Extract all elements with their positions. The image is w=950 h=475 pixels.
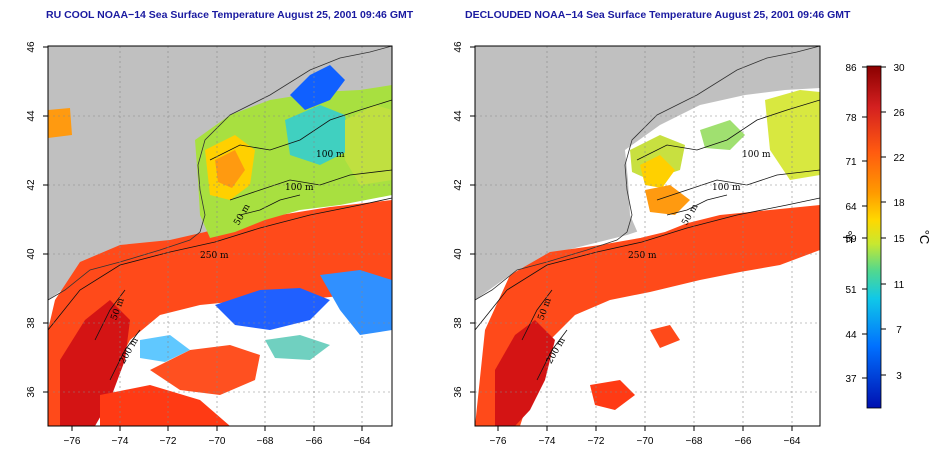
- contour-200m-south: [536, 329, 568, 381]
- x-tick-label: −66: [306, 436, 323, 447]
- x-tick-label: −72: [160, 436, 177, 447]
- bay-of-fundy-blue: [290, 65, 345, 110]
- south-warm-patch-2: [650, 325, 680, 348]
- celsius-tick: 3: [896, 371, 902, 382]
- temperature-colorbar: [866, 65, 882, 409]
- fahrenheit-tick: 78: [845, 113, 857, 124]
- contour-250m: [48, 197, 392, 331]
- celsius-tick: 18: [893, 198, 905, 209]
- colorbar-ticks: [862, 66, 886, 379]
- y-tick-label: 42: [453, 179, 464, 191]
- contour-250m: [475, 197, 820, 331]
- x-tick-label: −68: [257, 436, 274, 447]
- shelf-green-2: [700, 120, 745, 150]
- fahrenheit-tick: 64: [845, 202, 857, 213]
- contour-50m: [239, 194, 301, 216]
- fahrenheit-unit-label: °F: [840, 230, 855, 243]
- celsius-unit-label: °C: [917, 230, 932, 245]
- celsius-tick: 15: [893, 234, 905, 245]
- left-y-axis: [43, 46, 48, 393]
- y-tick-label: 44: [26, 110, 37, 122]
- y-tick-label: 36: [26, 386, 37, 398]
- south-warm-patch-2: [100, 385, 230, 426]
- x-tick-label: −72: [588, 436, 605, 447]
- celsius-tick: 11: [894, 280, 905, 291]
- fahrenheit-tick: 71: [845, 157, 857, 168]
- shelf-orange: [215, 150, 245, 188]
- x-tick-label: −74: [112, 436, 129, 447]
- celsius-tick: 22: [893, 153, 905, 164]
- gulf-stream-warm: [48, 200, 392, 426]
- x-tick-label: −68: [686, 436, 703, 447]
- y-tick-label: 40: [26, 248, 37, 260]
- left-x-axis: [71, 426, 363, 431]
- graticule: [48, 46, 392, 426]
- coastline: [475, 46, 820, 301]
- y-tick-label: 36: [453, 386, 464, 398]
- y-tick-label: 38: [453, 317, 464, 329]
- x-tick-label: −70: [209, 436, 226, 447]
- right-y-axis: [470, 46, 475, 393]
- contour-label: 250 m: [628, 251, 657, 261]
- fahrenheit-tick: 86: [845, 63, 857, 74]
- celsius-tick: 7: [896, 325, 902, 336]
- fahrenheit-tick: 44: [845, 330, 857, 341]
- fahrenheit-tick: 59: [845, 234, 857, 245]
- right-x-axis: [497, 426, 793, 431]
- contour-200m-south: [109, 329, 141, 381]
- cold-patch-1: [215, 288, 330, 330]
- y-tick-label: 42: [26, 179, 37, 191]
- cold-patch-3: [140, 335, 190, 362]
- right-panel-title: DECLOUDED NOAA−14 Sea Surface Temperatur…: [465, 9, 851, 21]
- contour-label: 100 m: [285, 183, 314, 193]
- graticule: [475, 46, 820, 426]
- hot-core: [60, 300, 130, 426]
- contour-100m-b: [229, 169, 392, 201]
- x-tick-label: −76: [64, 436, 81, 447]
- y-tick-label: 38: [26, 317, 37, 329]
- offshore-patch: [48, 108, 72, 138]
- gulf-stream-warm: [475, 205, 820, 426]
- contour-100m-b: [656, 169, 820, 201]
- left-plot-frame: [47, 45, 393, 427]
- left-map-panel: 100 m 100 m 50 m 250 m 50 m 200 m: [48, 46, 392, 426]
- y-tick-label: 46: [26, 41, 37, 53]
- contour-label: 100 m: [742, 150, 771, 160]
- contour-100m-a: [209, 99, 392, 161]
- celsius-tick: 26: [893, 108, 905, 119]
- x-tick-label: −66: [735, 436, 752, 447]
- x-tick-label: −64: [354, 436, 371, 447]
- hot-core: [495, 320, 555, 426]
- x-tick-label: −64: [784, 436, 801, 447]
- y-tick-label: 46: [453, 41, 464, 53]
- right-map-panel: 100 m 100 m 50 m 250 m 50 m 200 m: [475, 46, 820, 426]
- y-tick-label: 40: [453, 248, 464, 260]
- x-tick-label: −74: [539, 436, 556, 447]
- shelf-yellow: [640, 155, 675, 188]
- left-panel-title: RU COOL NOAA−14 Sea Surface Temperature …: [46, 9, 414, 21]
- contour-label: 250 m: [200, 251, 229, 261]
- south-warm-patch: [590, 380, 635, 410]
- contour-50m: [666, 194, 728, 216]
- fahrenheit-tick: 37: [845, 374, 857, 385]
- coastline: [48, 46, 392, 301]
- celsius-tick: 30: [893, 63, 905, 74]
- fahrenheit-tick: 51: [845, 285, 857, 296]
- x-tick-label: −70: [637, 436, 654, 447]
- cold-patch-2: [320, 270, 392, 335]
- contour-100m-a: [636, 99, 820, 161]
- scotian-green: [345, 105, 392, 185]
- x-tick-label: −76: [490, 436, 507, 447]
- south-warm-patch: [150, 345, 260, 395]
- right-plot-frame: [474, 45, 821, 427]
- contour-label: 100 m: [316, 150, 345, 160]
- cool-basin: [285, 105, 350, 165]
- y-tick-label: 44: [453, 110, 464, 122]
- contour-label: 100 m: [712, 183, 741, 193]
